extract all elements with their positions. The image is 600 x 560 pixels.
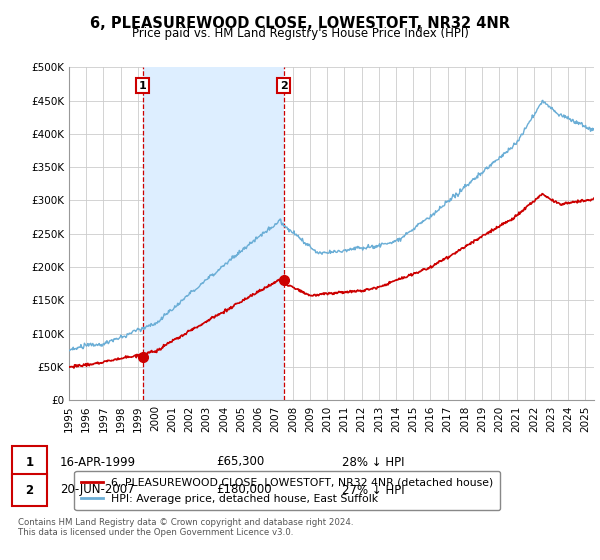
Text: 1: 1: [139, 81, 147, 91]
Text: 1: 1: [25, 455, 34, 469]
Text: 2: 2: [280, 81, 287, 91]
Text: Price paid vs. HM Land Registry's House Price Index (HPI): Price paid vs. HM Land Registry's House …: [131, 27, 469, 40]
Text: 20-JUN-2007: 20-JUN-2007: [60, 483, 134, 497]
Text: £65,300: £65,300: [216, 455, 264, 469]
Text: 6, PLEASUREWOOD CLOSE, LOWESTOFT, NR32 4NR: 6, PLEASUREWOOD CLOSE, LOWESTOFT, NR32 4…: [90, 16, 510, 31]
Text: 16-APR-1999: 16-APR-1999: [60, 455, 136, 469]
Text: 28% ↓ HPI: 28% ↓ HPI: [342, 455, 404, 469]
Legend: 6, PLEASUREWOOD CLOSE, LOWESTOFT, NR32 4NR (detached house), HPI: Average price,: 6, PLEASUREWOOD CLOSE, LOWESTOFT, NR32 4…: [74, 471, 500, 510]
Text: Contains HM Land Registry data © Crown copyright and database right 2024.
This d: Contains HM Land Registry data © Crown c…: [18, 518, 353, 538]
Text: 2: 2: [25, 483, 34, 497]
Bar: [143, 67, 284, 400]
Text: 27% ↓ HPI: 27% ↓ HPI: [342, 483, 404, 497]
Text: £180,000: £180,000: [216, 483, 272, 497]
